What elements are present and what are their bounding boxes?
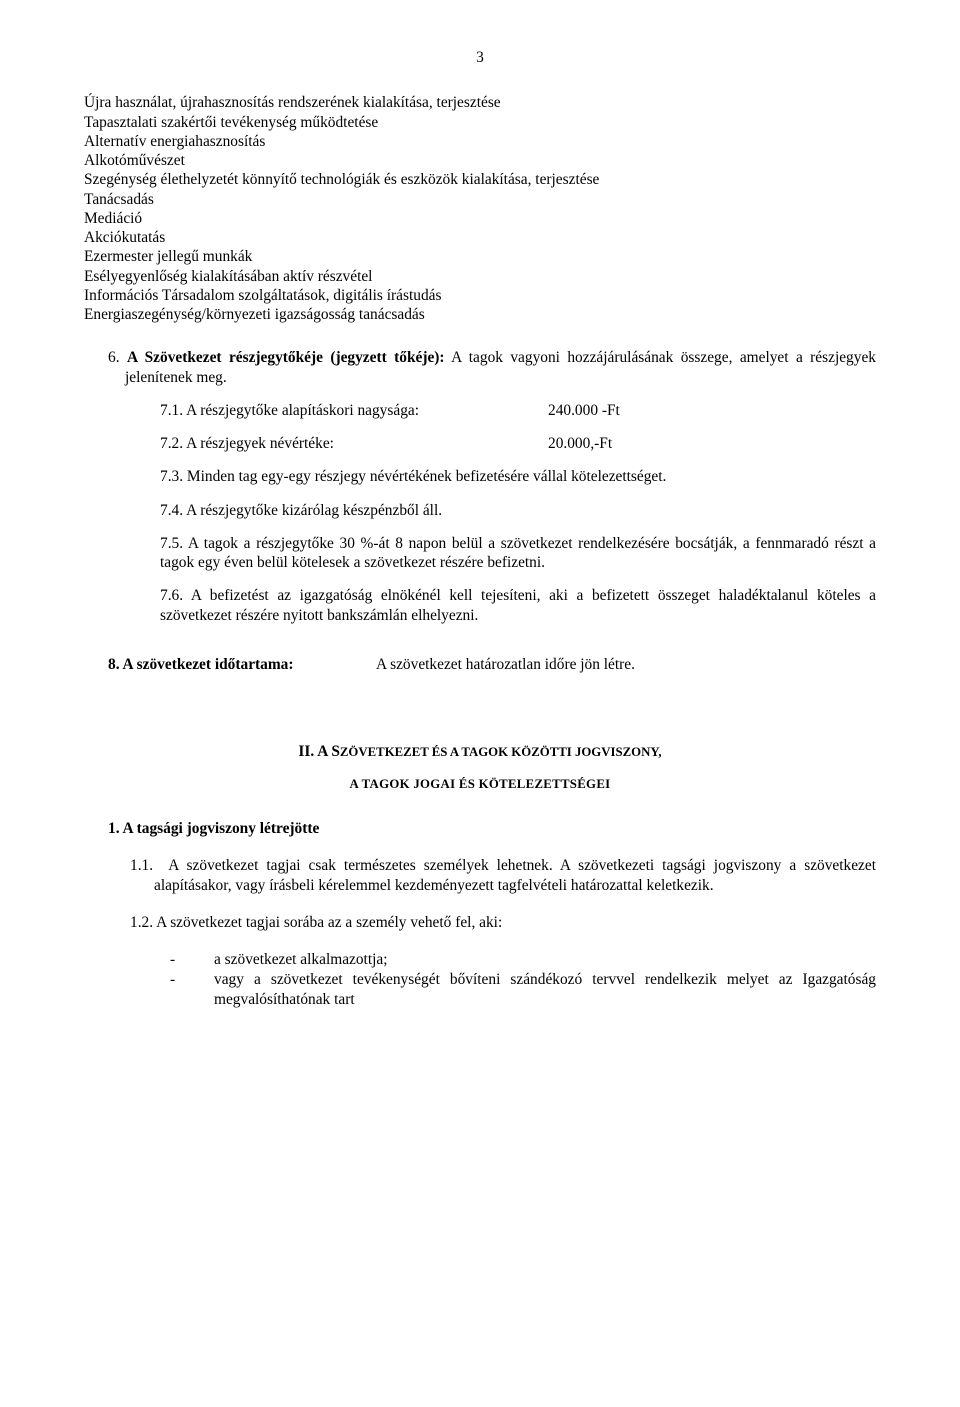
section-7-2-label: 7.2. A részjegyek névértéke: (160, 434, 548, 453)
section-1-1-num: 1.1. (130, 857, 153, 874)
section-6-title: A Szövetkezet részjegytőkéje (jegyzett t… (127, 349, 445, 366)
section-8-value: A szövetkezet határozatlan időre jön lét… (376, 655, 635, 674)
section-7-1-value: 240.000 -Ft (548, 401, 876, 420)
chapter-2-title: II. A SZÖVETKEZET ÉS A TAGOK KÖZÖTTI JOG… (84, 742, 876, 761)
section-7-3: 7.3. Minden tag egy-egy részjegy névérté… (160, 467, 876, 486)
intro-list: Újra használat, újrahasznosítás rendszer… (84, 93, 876, 324)
intro-line: Mediáció (84, 209, 876, 228)
intro-line: Alkotóművészet (84, 151, 876, 170)
intro-line: Információs Társadalom szolgáltatások, d… (84, 286, 876, 305)
section-7-2-value: 20.000,-Ft (548, 434, 876, 453)
intro-line: Energiaszegénység/környezeti igazságossá… (84, 305, 876, 324)
section-7-2: 7.2. A részjegyek névértéke: 20.000,-Ft (160, 434, 876, 453)
chapter-2-title-prefix: II. A S (298, 743, 340, 760)
intro-line: Akciókutatás (84, 228, 876, 247)
intro-line: Esélyegyenlőség kialakításában aktív rés… (84, 267, 876, 286)
page-number: 3 (84, 48, 876, 67)
section-7-6: 7.6. A befizetést az igazgatóság elnökén… (160, 586, 876, 625)
section-1-1: 1.1. A szövetkezet tagjai csak természet… (130, 856, 876, 895)
intro-line: Újra használat, újrahasznosítás rendszer… (84, 93, 876, 112)
section-ii-1-title: 1. A tagsági jogviszony létrejötte (108, 819, 876, 838)
section-1-1-text: A szövetkezet tagjai csak természetes sz… (154, 857, 876, 893)
section-6: 6. A Szövetkezet részjegytőkéje (jegyzet… (108, 348, 876, 387)
section-8-label: 8. A szövetkezet időtartama: (108, 655, 376, 674)
section-7-5: 7.5. A tagok a részjegytőke 30 %-át 8 na… (160, 534, 876, 573)
dash-bullet: - (170, 970, 214, 1009)
section-8: 8. A szövetkezet időtartama: A szövetkez… (108, 655, 876, 674)
intro-line: Tanácsadás (84, 190, 876, 209)
chapter-2-subtitle: A TAGOK JOGAI ÉS KÖTELEZETTSÉGEI (84, 777, 876, 793)
intro-line: Tapasztalati szakértői tevékenység működ… (84, 113, 876, 132)
dash-list: - a szövetkezet alkalmazottja; - vagy a … (170, 950, 876, 1009)
section-7-4: 7.4. A részjegytőke kizárólag készpénzbő… (160, 501, 876, 520)
dash-bullet: - (170, 950, 214, 969)
section-7-1: 7.1. A részjegytőke alapításkori nagyság… (160, 401, 876, 420)
intro-line: Ezermester jellegű munkák (84, 247, 876, 266)
dash-item: - vagy a szövetkezet tevékenységét bővít… (170, 970, 876, 1009)
dash-item: - a szövetkezet alkalmazottja; (170, 950, 876, 969)
section-6-num: 6. (108, 349, 120, 366)
intro-line: Alternatív energiahasznosítás (84, 132, 876, 151)
dash-text: vagy a szövetkezet tevékenységét bővíten… (214, 970, 876, 1009)
intro-line: Szegénység élethelyzetét könnyítő techno… (84, 170, 876, 189)
dash-text: a szövetkezet alkalmazottja; (214, 950, 876, 969)
chapter-2-title-rest: ZÖVETKEZET ÉS A TAGOK KÖZÖTTI JOGVISZONY… (340, 745, 662, 759)
section-1-2: 1.2. A szövetkezet tagjai sorába az a sz… (130, 913, 876, 932)
section-7-1-label: 7.1. A részjegytőke alapításkori nagyság… (160, 401, 548, 420)
